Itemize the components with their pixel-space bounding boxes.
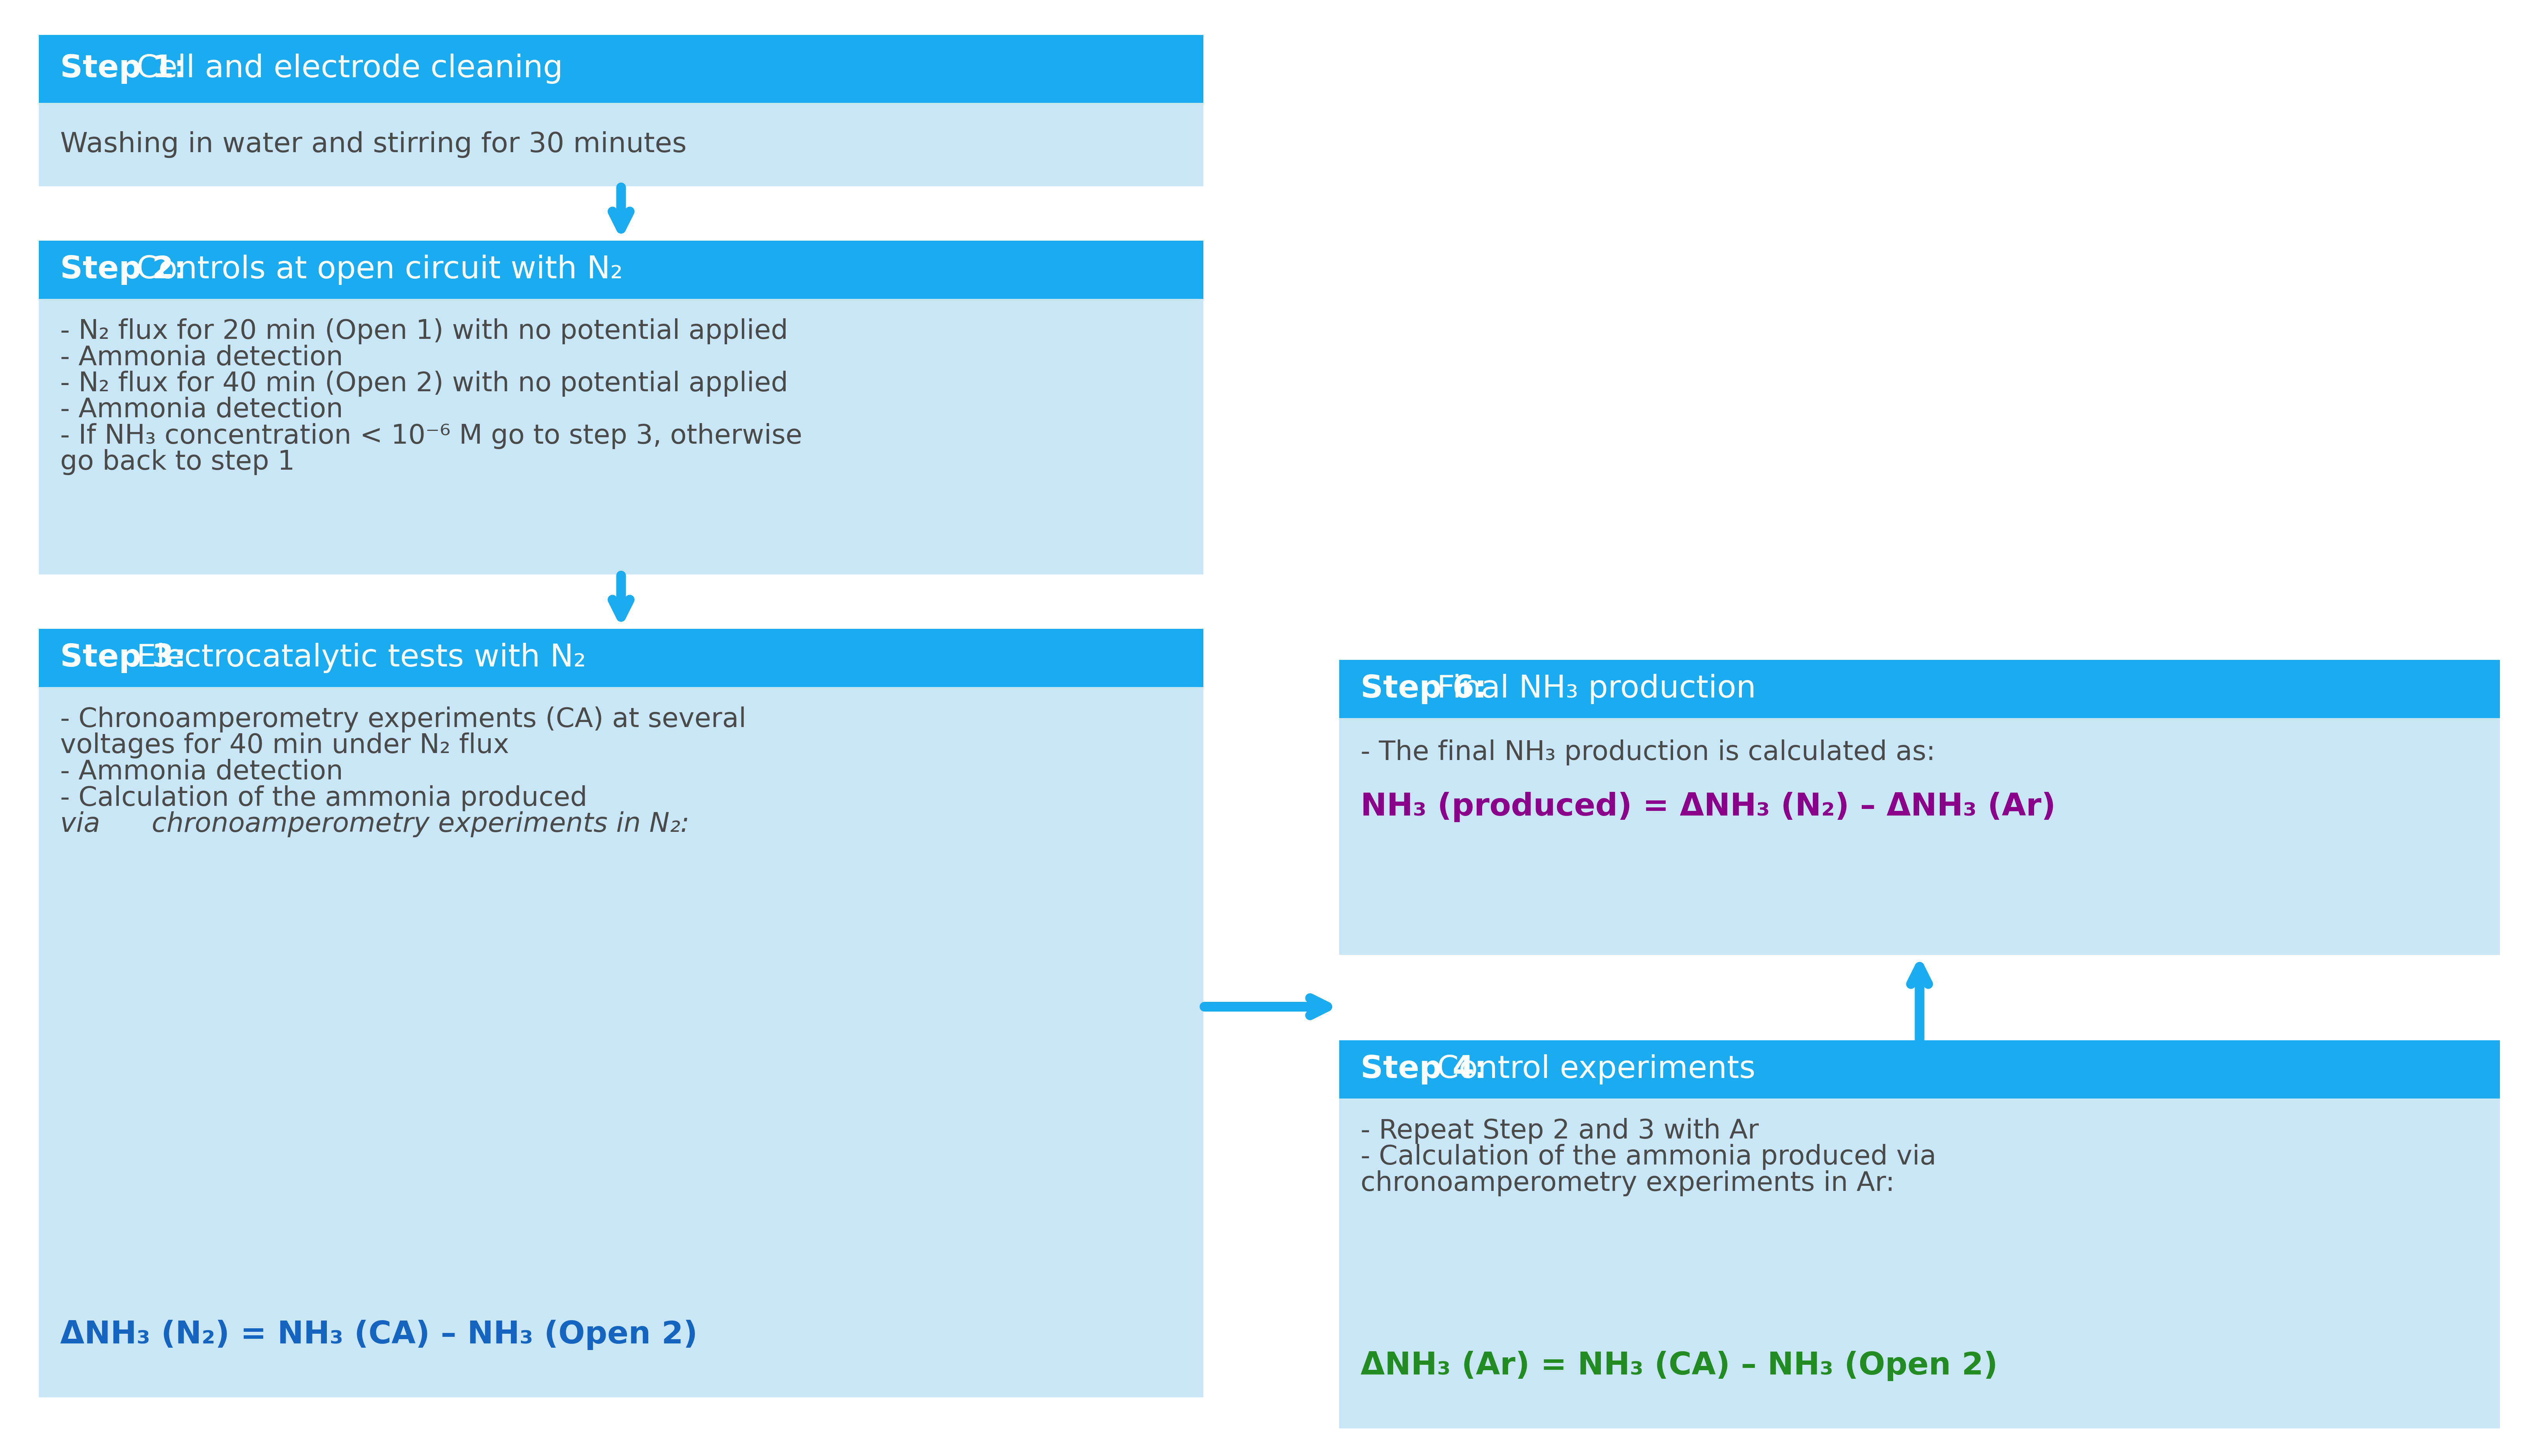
Text: via      chronoamperometry experiments in N₂:: via chronoamperometry experiments in N₂: [61,811,689,837]
Text: Control experiments: Control experiments [1427,1054,1755,1085]
Bar [38,298,1203,575]
Bar [38,240,1203,298]
Text: Step 1:: Step 1: [61,54,186,84]
FancyArrowPatch shape [1205,997,1327,1015]
Text: go back to step 1: go back to step 1 [61,450,295,475]
Text: Step 2:: Step 2: [61,255,186,285]
Bar [38,629,1203,687]
Text: ΔNH₃ (N₂) = NH₃ (CA) – NH₃ (Open 2): ΔNH₃ (N₂) = NH₃ (CA) – NH₃ (Open 2) [61,1319,697,1350]
Text: Cell and electrode cleaning: Cell and electrode cleaning [127,54,562,84]
Text: chronoamperometry experiments in Ar:: chronoamperometry experiments in Ar: [1361,1171,1895,1197]
Text: - Repeat Step 2 and 3 with Ar: - Repeat Step 2 and 3 with Ar [1361,1118,1760,1144]
Text: - Chronoamperometry experiments (CA) at several: - Chronoamperometry experiments (CA) at … [61,706,745,732]
Bar [1340,1040,2500,1098]
Text: - Calculation of the ammonia produced via: - Calculation of the ammonia produced vi… [1361,1144,1935,1171]
Text: - N₂ flux for 20 min (Open 1) with no potential applied: - N₂ flux for 20 min (Open 1) with no po… [61,319,788,344]
Text: - N₂ flux for 40 min (Open 2) with no potential applied: - N₂ flux for 40 min (Open 2) with no po… [61,371,788,396]
Text: - The final NH₃ production is calculated as:: - The final NH₃ production is calculated… [1361,740,1935,766]
Bar [1340,660,2500,718]
Bar [38,103,1203,186]
Bar [1340,1098,2500,1428]
FancyArrowPatch shape [1910,967,1928,1040]
Bar [1340,718,2500,955]
Text: Electrocatalytic tests with N₂: Electrocatalytic tests with N₂ [127,642,585,673]
Text: - Calculation of the ammonia produced: - Calculation of the ammonia produced [61,785,587,811]
Text: voltages for 40 min under N₂ flux: voltages for 40 min under N₂ flux [61,732,509,759]
Text: - If NH₃ concentration < 10⁻⁶ M go to step 3, otherwise: - If NH₃ concentration < 10⁻⁶ M go to st… [61,424,801,448]
FancyArrowPatch shape [613,188,631,229]
Text: - Ammonia detection: - Ammonia detection [61,759,343,785]
Text: Final NH₃ production: Final NH₃ production [1427,674,1755,705]
Text: Step 4:: Step 4: [1361,1054,1488,1085]
Text: Controls at open circuit with N₂: Controls at open circuit with N₂ [127,255,623,285]
Text: - Ammonia detection: - Ammonia detection [61,397,343,422]
Text: Step 3:: Step 3: [61,642,186,673]
Text: Washing in water and stirring for 30 minutes: Washing in water and stirring for 30 min… [61,131,687,159]
Bar [38,687,1203,1398]
Text: NH₃ (produced) = ΔNH₃ (N₂) – ΔNH₃ (Ar): NH₃ (produced) = ΔNH₃ (N₂) – ΔNH₃ (Ar) [1361,792,2055,823]
FancyArrowPatch shape [613,575,631,617]
Bar [38,35,1203,103]
Text: Step 6:: Step 6: [1361,674,1488,705]
Text: ΔNH₃ (Ar) = NH₃ (CA) – NH₃ (Open 2): ΔNH₃ (Ar) = NH₃ (CA) – NH₃ (Open 2) [1361,1351,1999,1382]
Text: - Ammonia detection: - Ammonia detection [61,345,343,370]
